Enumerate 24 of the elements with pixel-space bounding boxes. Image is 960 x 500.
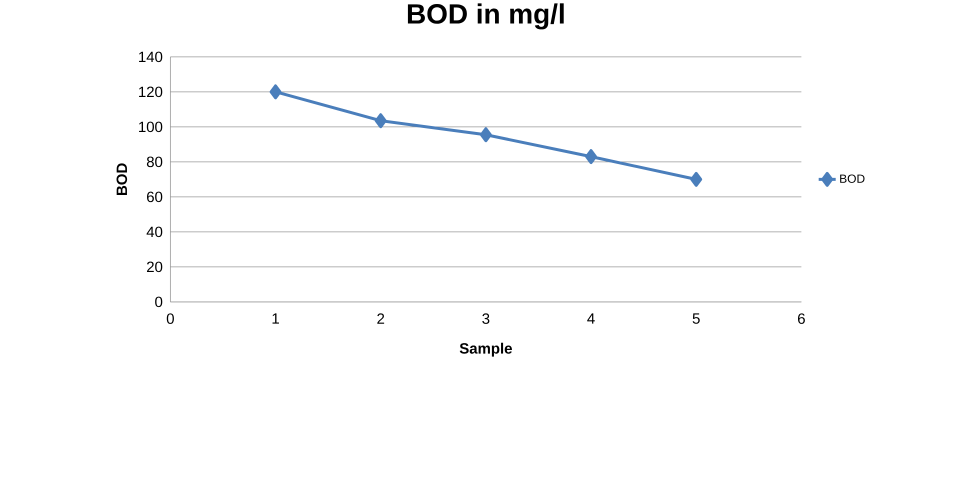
y-tick-label: 100 [139,122,162,132]
x-tick-label: 2 [377,314,384,324]
chart-title: BOD in mg/l [408,4,564,30]
y-axis-title: BOD [116,164,128,196]
y-tick-label: 0 [155,296,162,308]
legend-label: BOD [840,174,865,184]
y-tick-label: 80 [146,156,162,168]
y-tick-label: 40 [146,226,162,238]
point [374,113,387,128]
x-tick-label: 0 [166,314,174,324]
point [480,127,492,142]
y-tick-label: 60 [147,192,162,202]
x-tick-label: 4 [587,314,595,324]
x-tick-label: 6 [798,314,805,324]
y-tick-label: 120 [139,86,162,98]
point [585,149,598,164]
y-tick-label: 20 [146,262,162,272]
point [690,172,702,188]
point [270,84,282,100]
y-tick-label: 140 [139,52,162,62]
x-axis-title: Sample [460,342,512,357]
x-tick-label: 5 [692,314,700,324]
x-tick-label: 3 [482,314,490,324]
x-tick-label: 1 [272,314,279,324]
